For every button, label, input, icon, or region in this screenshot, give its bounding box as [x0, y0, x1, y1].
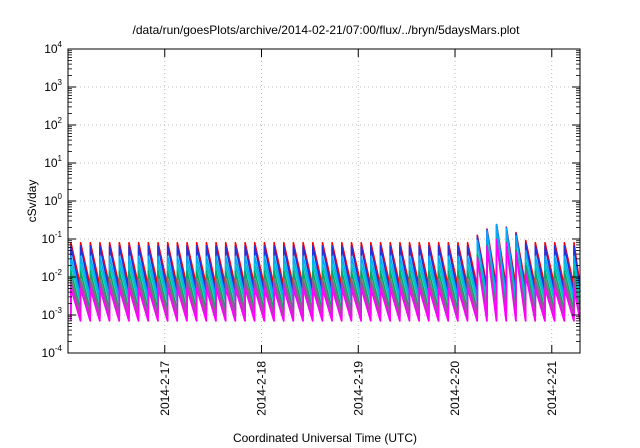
series-line — [70, 238, 581, 322]
y-tick-label: 10-2 — [42, 268, 63, 284]
y-tick-label: 10-1 — [42, 230, 63, 246]
chart-title: /data/run/goesPlots/archive/2014-02-21/0… — [133, 23, 521, 37]
y-tick-label: 101 — [44, 154, 62, 170]
series-group — [70, 223, 581, 322]
x-axis: 2014-2-17 2014-2-18 2014-2-19 2014-2-20 2014… — [158, 49, 559, 416]
x-axis-label: Coordinated Universal Time (UTC) — [233, 431, 417, 445]
y-tick-label: 10-3 — [42, 306, 63, 322]
y-tick-label: 100 — [44, 192, 62, 208]
y-tick-label: 10-4 — [42, 344, 63, 360]
x-tick-label: 2014-2-20 — [448, 361, 462, 416]
x-tick-label: 2014-2-19 — [351, 361, 365, 416]
y-tick-label: 104 — [44, 40, 62, 56]
y-tick-label: 103 — [44, 78, 62, 94]
y-axis-label: cSv/day — [25, 180, 39, 223]
x-tick-label: 2014-2-18 — [255, 361, 269, 416]
x-tick-label: 2014-2-17 — [158, 361, 172, 416]
y-tick-label: 102 — [44, 116, 62, 132]
x-tick-label: 2014-2-21 — [545, 361, 559, 416]
y-axis: 10-4 10-3 10-2 10-1 100 101 102 103 104 — [42, 40, 580, 360]
